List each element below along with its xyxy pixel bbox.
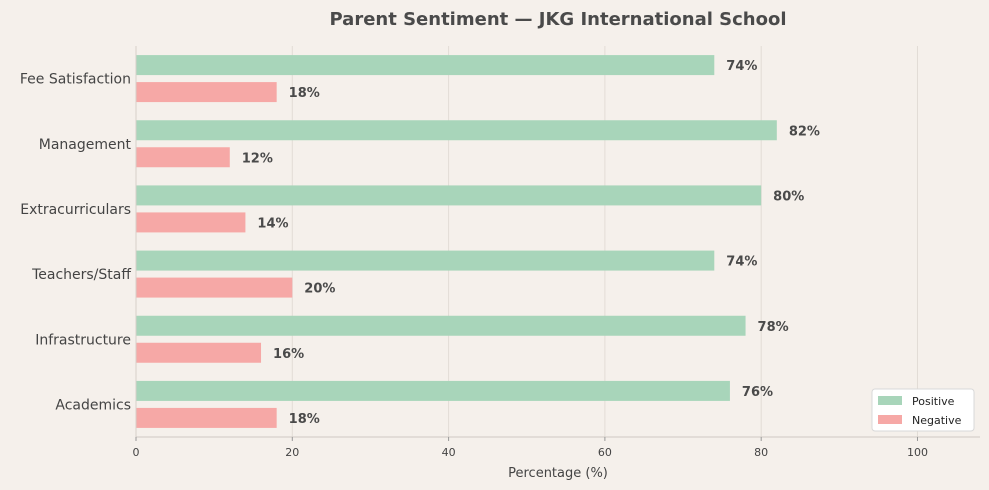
bar-negative-academics [136,407,277,428]
value-label-negative-extracurriculars: 14% [257,216,288,231]
x-tick-label: 0 [133,446,140,459]
bar-positive-academics [136,380,730,401]
x-tick-label: 40 [442,446,456,459]
axes [135,46,980,438]
value-label-positive-academics: 76% [742,385,773,400]
x-tick-label: 60 [598,446,612,459]
x-tick-labels: 0 20 40 60 80 100 [133,437,928,459]
value-label-negative-teachers-staff: 20% [304,282,335,297]
value-label-positive-fee-satisfaction: 74% [726,59,757,74]
category-label-academics: Academics [55,397,131,413]
bar-negative-extracurriculars [136,212,246,233]
legend-label-negative: Negative [912,414,962,427]
x-tick-label: 20 [285,446,299,459]
value-label-negative-infrastructure: 16% [273,347,304,362]
value-label-positive-teachers-staff: 74% [726,255,757,270]
value-labels: 74% 18% 82% 12% 80% 14% 74% 20% 78% 16% 76% 18% [242,59,820,427]
category-label-management: Management [39,137,132,153]
value-label-negative-academics: 18% [289,412,320,427]
bar-positive-extracurriculars [136,185,762,206]
legend-label-positive: Positive [912,395,955,408]
chart-title: Parent Sentiment — JKG International Sch… [329,9,786,30]
x-tick-label: 80 [754,446,768,459]
category-label-extracurriculars: Extracurriculars [20,202,131,218]
category-label-fee-satisfaction: Fee Satisfaction [20,72,131,88]
legend: Positive Negative [871,388,975,432]
bar-positive-management [136,120,777,141]
x-axis-label: Percentage (%) [508,466,608,481]
value-label-positive-extracurriculars: 80% [773,189,804,204]
bars [136,55,777,428]
grid-lines [135,46,918,437]
x-tick-label: 100 [907,446,928,459]
value-label-positive-management: 82% [789,124,820,139]
value-label-negative-management: 12% [242,151,273,166]
category-label-teachers-staff: Teachers/Staff [31,267,131,283]
legend-swatch-positive [878,396,902,405]
bar-positive-teachers-staff [136,250,715,271]
bar-positive-infrastructure [136,315,746,336]
category-labels: Fee Satisfaction Management Extracurricula… [20,72,132,414]
bar-negative-teachers-staff [136,277,293,298]
bar-negative-fee-satisfaction [136,82,277,103]
value-label-positive-infrastructure: 78% [758,320,789,335]
bar-negative-infrastructure [136,342,262,363]
value-label-negative-fee-satisfaction: 18% [289,86,320,101]
legend-swatch-negative [878,415,902,424]
category-label-infrastructure: Infrastructure [35,332,131,348]
bar-positive-fee-satisfaction [136,55,715,76]
bar-negative-management [136,147,230,168]
